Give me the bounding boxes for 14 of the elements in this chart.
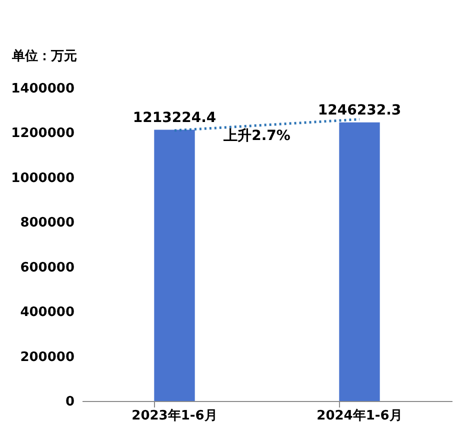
y-tick-label: 800000 <box>20 216 74 231</box>
y-tick-label: 200000 <box>20 350 74 365</box>
y-tick-label: 600000 <box>20 260 74 276</box>
y-tick-label: 0 <box>65 394 74 410</box>
y-tick-label: 1000000 <box>11 170 74 186</box>
data-label: 1246232.3 <box>318 102 402 118</box>
x-tick-label: 2024年1-6月 <box>316 408 402 424</box>
annotation: 上升2.7% <box>222 127 290 144</box>
y-tick-label: 400000 <box>20 305 74 320</box>
x-tick-label: 2023年1-6月 <box>132 408 218 424</box>
y-tick-label: 1200000 <box>11 126 74 142</box>
data-label: 1213224.4 <box>132 110 216 126</box>
y-tick-label: 1400000 <box>11 82 74 96</box>
y-axis-title: 单位：万元 <box>11 48 77 64</box>
